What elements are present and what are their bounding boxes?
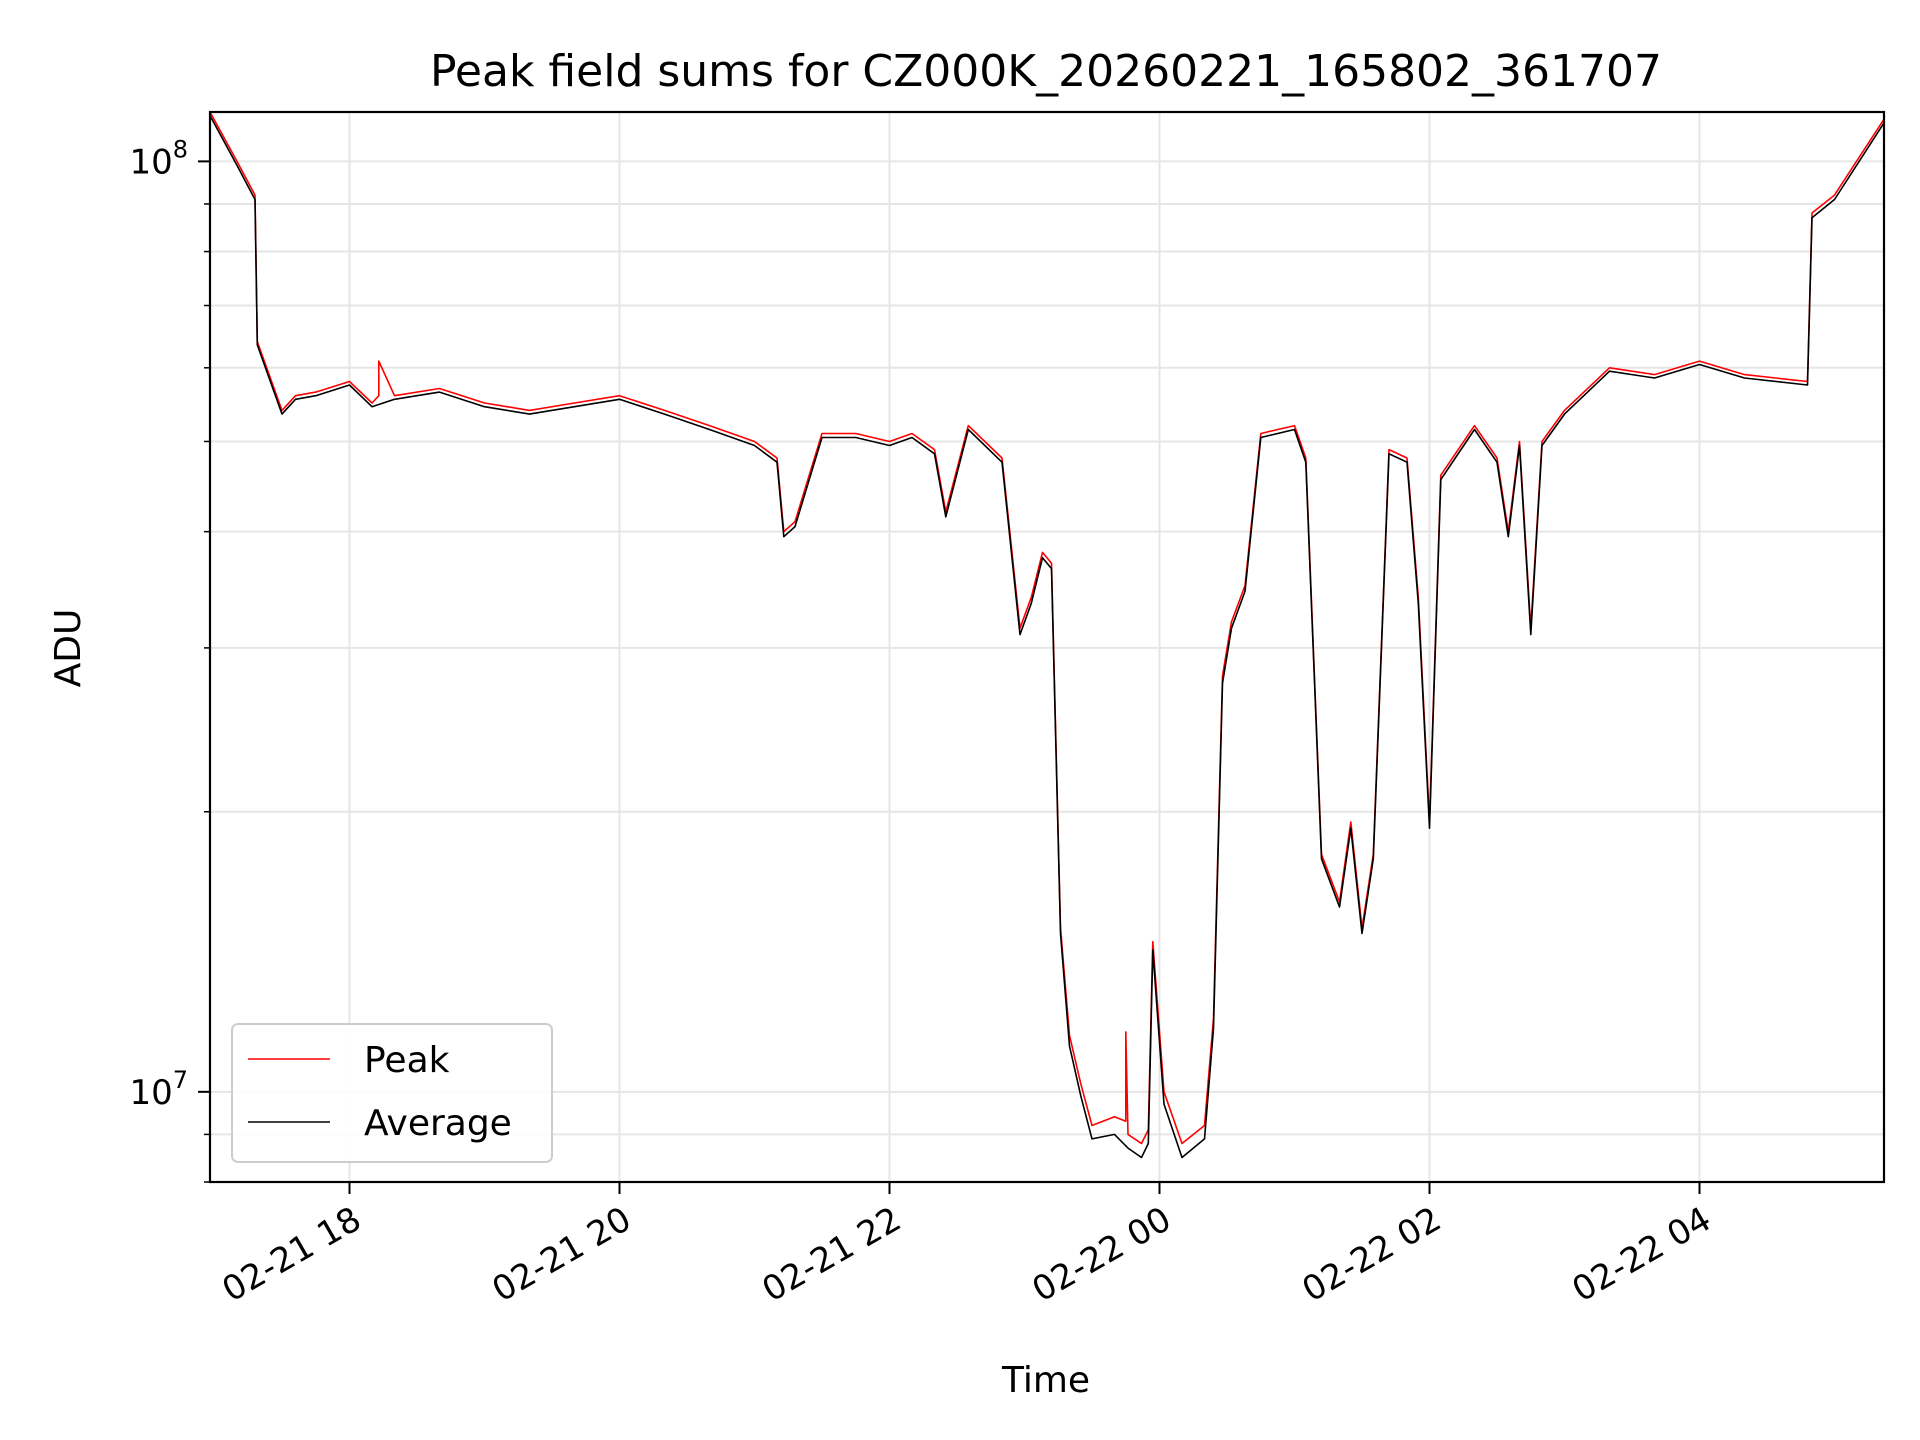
grid bbox=[210, 112, 1884, 1183]
y-axis-ticks: 107 108 bbox=[129, 135, 210, 1183]
y-tick-label: 108 bbox=[129, 135, 188, 182]
legend-label-peak: Peak bbox=[364, 1040, 450, 1081]
series-line-peak bbox=[209, 111, 1885, 1145]
chart-title: Peak field sums for CZ000K_20260221_1658… bbox=[430, 46, 1662, 97]
plot-frame bbox=[208, 110, 1886, 1184]
y-tick-label: 107 bbox=[129, 1066, 188, 1113]
legend-label-average: Average bbox=[364, 1103, 512, 1144]
legend: Peak Average bbox=[231, 1023, 553, 1163]
x-axis-label: Time bbox=[1001, 1360, 1090, 1401]
series-lines bbox=[209, 111, 1885, 1159]
series-line-average bbox=[209, 115, 1885, 1159]
y-axis-label: ADU bbox=[48, 609, 89, 688]
